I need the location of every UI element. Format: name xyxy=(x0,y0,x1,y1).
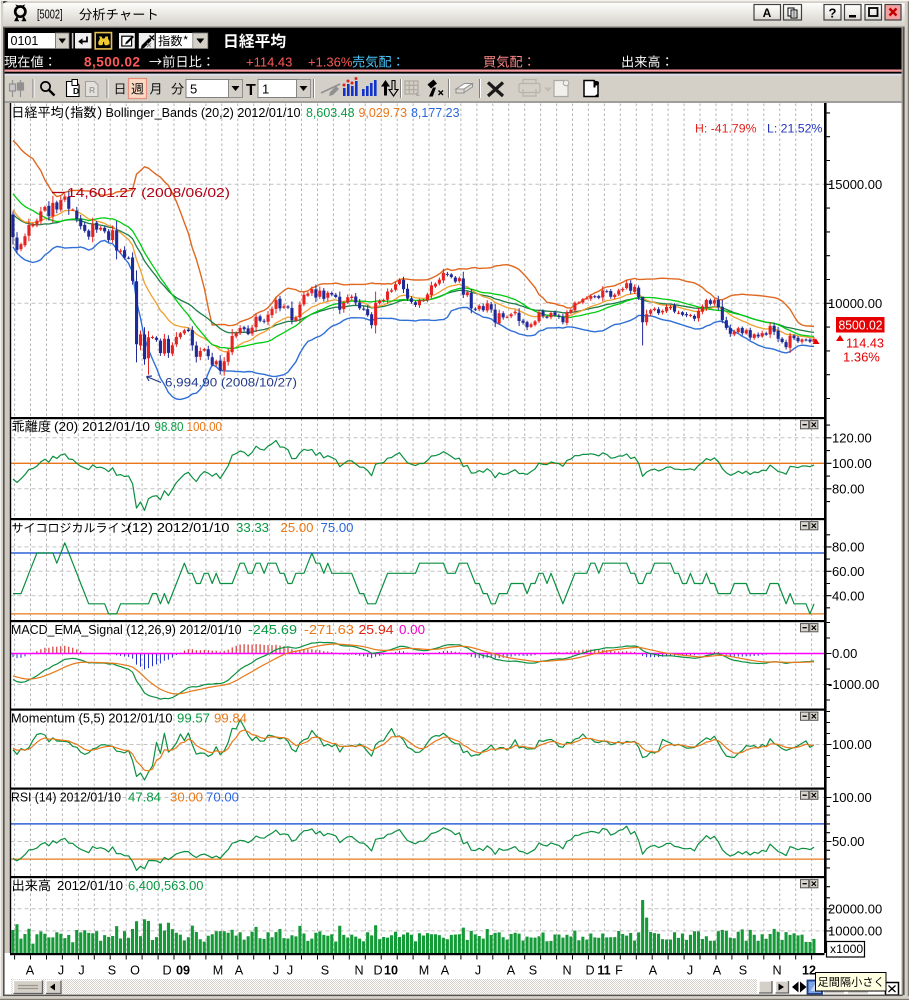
svg-text:09: 09 xyxy=(176,964,190,978)
svg-text:N: N xyxy=(562,964,571,978)
svg-text:5: 5 xyxy=(190,82,197,97)
svg-text:2012/01/10: 2012/01/10 xyxy=(57,879,123,893)
svg-text:A: A xyxy=(713,964,722,978)
svg-text:N: N xyxy=(354,964,363,978)
svg-text:25.00: 25.00 xyxy=(281,521,314,535)
svg-text:10: 10 xyxy=(384,964,398,978)
svg-text:-271.63: -271.63 xyxy=(304,623,354,637)
svg-text:99.57: 99.57 xyxy=(177,712,210,726)
svg-text:14,601.27 (2008/06/02): 14,601.27 (2008/06/02) xyxy=(67,186,230,200)
svg-text:J: J xyxy=(273,964,279,978)
svg-text:J: J xyxy=(687,964,693,978)
svg-text:A: A xyxy=(235,964,244,978)
svg-text:S: S xyxy=(321,964,329,978)
svg-text:M: M xyxy=(419,964,430,978)
svg-text:H: -41.79%: H: -41.79% xyxy=(695,122,757,136)
svg-text:R: R xyxy=(89,85,95,95)
svg-text:6,994.90 (2008/10/27): 6,994.90 (2008/10/27) xyxy=(165,376,297,390)
svg-text:M: M xyxy=(213,964,224,978)
svg-text:11: 11 xyxy=(597,964,610,978)
svg-text:A: A xyxy=(26,964,35,978)
svg-text:8,603.48: 8,603.48 xyxy=(306,106,355,120)
svg-text:114.43: 114.43 xyxy=(846,336,884,351)
svg-text:100.00: 100.00 xyxy=(832,790,872,805)
svg-text:75.00: 75.00 xyxy=(321,521,354,535)
svg-text:Momentum (5,5) 2012/01/10: Momentum (5,5) 2012/01/10 xyxy=(11,712,173,726)
svg-text:8,177.23: 8,177.23 xyxy=(411,106,460,120)
svg-text:99.84: 99.84 xyxy=(214,712,247,726)
svg-text:0.00: 0.00 xyxy=(399,623,425,637)
svg-text:S: S xyxy=(739,964,747,978)
svg-text:100.00: 100.00 xyxy=(832,456,872,471)
svg-text:-1000.00: -1000.00 xyxy=(828,677,879,692)
svg-text:47.84: 47.84 xyxy=(128,791,161,805)
svg-text:J: J xyxy=(475,964,481,978)
svg-text:98.80: 98.80 xyxy=(155,420,184,434)
svg-text:9,029.73: 9,029.73 xyxy=(359,106,408,120)
svg-text:N: N xyxy=(772,964,781,978)
svg-text:20000.00: 20000.00 xyxy=(828,902,882,917)
svg-text:1.36%: 1.36% xyxy=(843,350,880,365)
svg-text:(20) 2012/01/10: (20) 2012/01/10 xyxy=(54,420,150,434)
svg-text:J: J xyxy=(58,964,64,978)
svg-text:80.00: 80.00 xyxy=(832,540,865,555)
svg-text:15000.00: 15000.00 xyxy=(828,177,882,192)
svg-text:10000.00: 10000.00 xyxy=(828,924,882,939)
svg-text:0.00: 0.00 xyxy=(832,646,857,661)
svg-text:MACD_EMA_Signal (12,26,9) 2012: MACD_EMA_Signal (12,26,9) 2012/01/10 xyxy=(11,623,242,637)
svg-text:A: A xyxy=(649,964,658,978)
svg-text:12: 12 xyxy=(802,964,816,978)
svg-text:F: F xyxy=(615,964,623,978)
svg-text:J: J xyxy=(78,964,84,978)
svg-text:T: T xyxy=(246,82,256,99)
svg-text:A: A xyxy=(763,6,772,20)
svg-text:A: A xyxy=(441,964,450,978)
svg-text:10000.00: 10000.00 xyxy=(828,296,882,311)
svg-text:8500.02: 8500.02 xyxy=(839,317,883,332)
svg-text:30.00: 30.00 xyxy=(170,791,203,805)
svg-text:L: 21.52%: L: 21.52% xyxy=(767,122,822,136)
svg-text:+114.43: +114.43 xyxy=(246,55,292,70)
svg-text:D: D xyxy=(73,86,79,96)
svg-text:J: J xyxy=(287,964,293,978)
svg-text:RSI (14) 2012/01/10: RSI (14) 2012/01/10 xyxy=(11,791,121,805)
svg-text:D: D xyxy=(373,964,382,978)
svg-text:120.00: 120.00 xyxy=(832,431,872,446)
svg-text:?: ? xyxy=(829,6,837,21)
svg-text:100.00: 100.00 xyxy=(187,420,223,434)
svg-text:-245.69: -245.69 xyxy=(248,623,297,637)
svg-text:S: S xyxy=(108,964,116,978)
svg-text:D: D xyxy=(162,964,171,978)
svg-text:33.33: 33.33 xyxy=(236,521,269,535)
svg-text:D: D xyxy=(585,964,594,978)
svg-text:0101: 0101 xyxy=(11,34,39,48)
svg-text:6,400,563.00: 6,400,563.00 xyxy=(128,879,204,893)
svg-text:70.00: 70.00 xyxy=(206,791,239,805)
svg-text:100.00: 100.00 xyxy=(832,737,872,752)
svg-text:+1.36%: +1.36% xyxy=(308,55,353,70)
svg-text:8,500.02: 8,500.02 xyxy=(84,55,141,70)
svg-text:60.00: 60.00 xyxy=(832,564,865,579)
svg-text:x1000: x1000 xyxy=(830,942,863,956)
svg-text:S: S xyxy=(529,964,537,978)
svg-text:A: A xyxy=(507,964,516,978)
svg-text:Bollinger_Bands (20,2) 2012/01: Bollinger_Bands (20,2) 2012/01/10 xyxy=(106,106,301,120)
svg-text:25.94: 25.94 xyxy=(359,623,394,637)
svg-text:O: O xyxy=(130,964,140,978)
svg-text:[5002]: [5002] xyxy=(37,7,63,22)
svg-text:50.00: 50.00 xyxy=(832,834,865,849)
svg-text:(12) 2012/01/10: (12) 2012/01/10 xyxy=(127,521,230,535)
svg-text:40.00: 40.00 xyxy=(832,588,865,603)
svg-text:80.00: 80.00 xyxy=(832,482,865,497)
svg-text:1: 1 xyxy=(262,82,269,97)
